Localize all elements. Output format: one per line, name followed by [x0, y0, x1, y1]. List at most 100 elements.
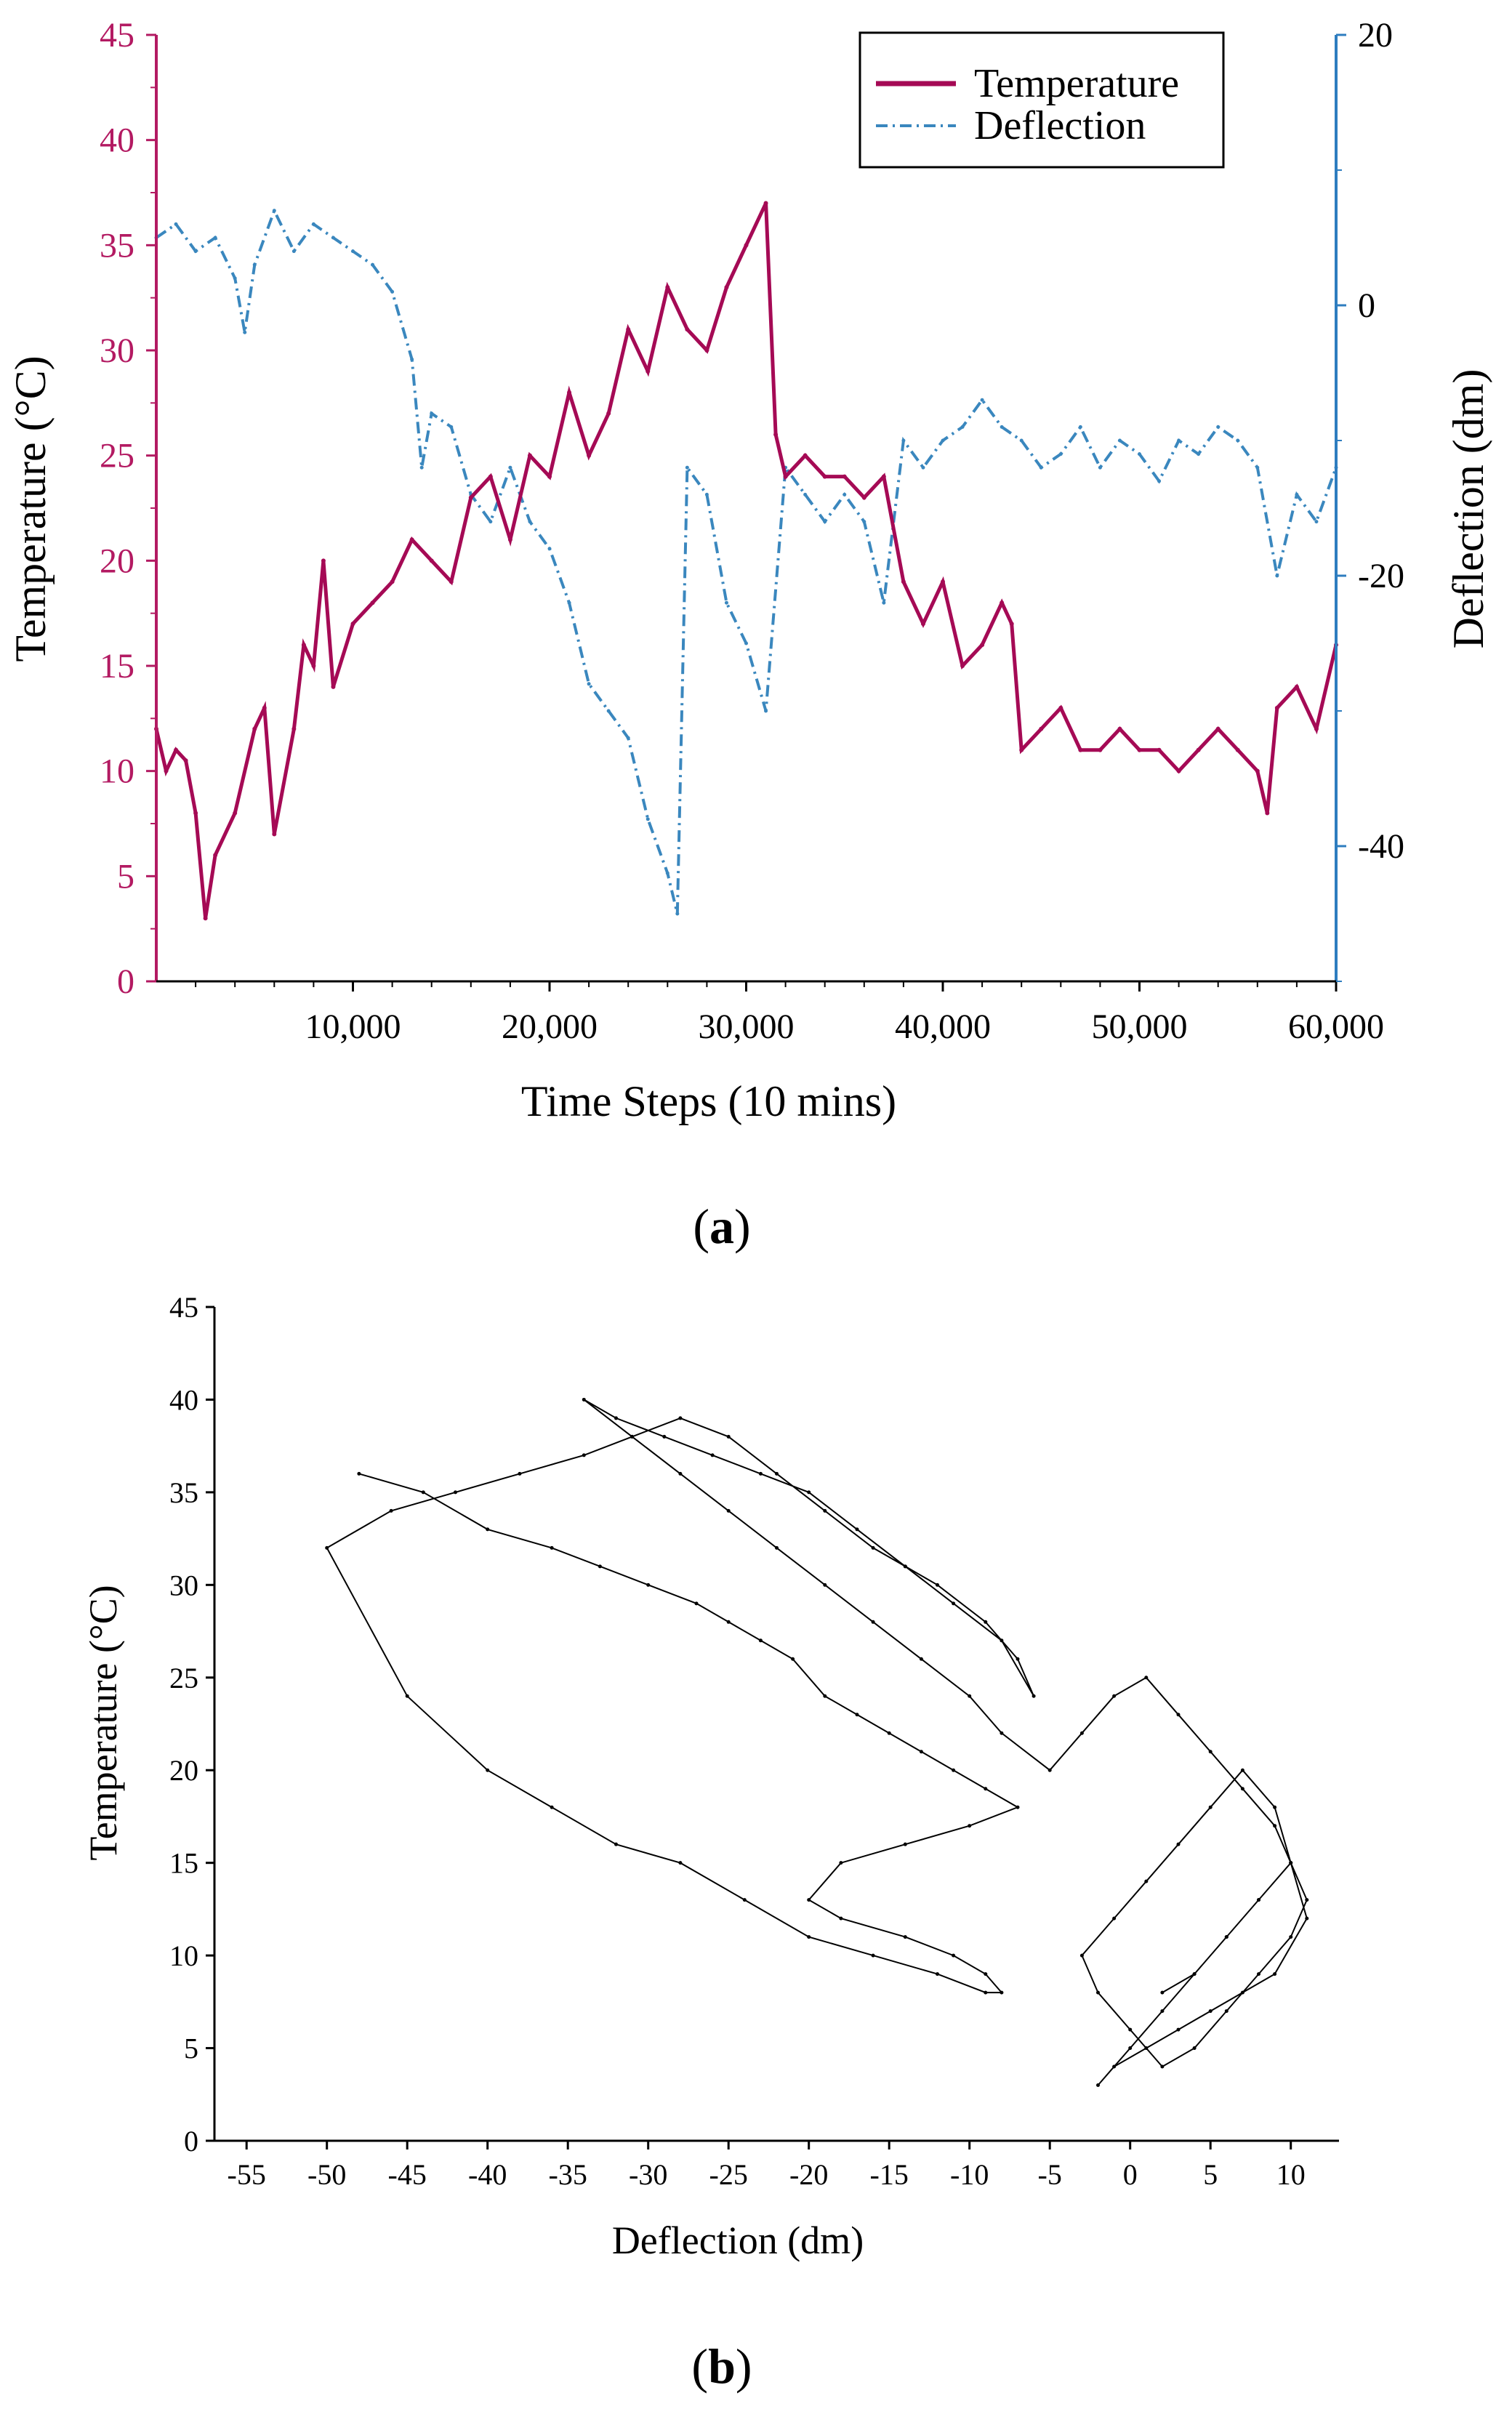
- hysteresis-point: [1224, 1935, 1228, 1939]
- temperature-point: [606, 411, 611, 416]
- hysteresis-point: [1305, 1916, 1309, 1921]
- deflection-point: [1236, 438, 1240, 443]
- temperature-point: [1000, 600, 1005, 606]
- panel-a-chart: 10,000 20,000 30,000 40,000 50,000 60,000 0 5 1…: [7, 16, 1492, 1254]
- hysteresis-point: [1128, 2046, 1133, 2051]
- temperature-point: [203, 916, 208, 921]
- y-tick-label: 30: [169, 1569, 198, 1601]
- hysteresis-point: [614, 1842, 618, 1846]
- deflection-point: [1216, 425, 1221, 429]
- temperature-point: [1265, 811, 1270, 816]
- hysteresis-point: [630, 1434, 635, 1439]
- panel-a-y-ticks: 0 5 10 15 20 25 30 35 40 45: [100, 16, 156, 1001]
- panel-a-legend: Temperature Deflection: [858, 31, 1225, 169]
- x-tick-label: -35: [549, 2158, 587, 2191]
- x-tick-label: -55: [228, 2158, 266, 2191]
- y2-tick-label: -40: [1358, 827, 1404, 866]
- temperature-point: [960, 664, 965, 668]
- panel-a-x-axis-label: Time Steps (10 mins): [521, 1077, 896, 1125]
- temperature-point: [262, 705, 267, 710]
- hysteresis-point: [389, 1508, 393, 1513]
- hysteresis-point: [758, 1638, 763, 1643]
- hysteresis-point: [1273, 1805, 1277, 1809]
- x-tick-label: -25: [709, 2158, 748, 2191]
- hysteresis-point: [968, 1824, 972, 1828]
- hysteresis-point: [758, 1471, 763, 1476]
- temperature-point: [449, 579, 454, 584]
- deflection-point: [1255, 465, 1260, 470]
- deflection-point: [646, 817, 650, 821]
- x-tick-label: 40,000: [895, 1008, 991, 1046]
- hysteresis-point: [1176, 2027, 1181, 2032]
- hysteresis-point: [1112, 2064, 1117, 2069]
- deflection-point: [1058, 452, 1063, 457]
- hysteresis-point: [839, 1861, 843, 1865]
- deflection-point: [193, 249, 198, 254]
- hysteresis-point: [1273, 1972, 1277, 1976]
- temperature-point: [321, 558, 326, 563]
- hysteresis-series-line: [326, 1399, 1308, 2086]
- hysteresis-point: [1016, 1805, 1020, 1809]
- hysteresis-point: [807, 1490, 811, 1495]
- temperature-point: [665, 285, 670, 290]
- deflection-point: [803, 492, 808, 496]
- hysteresis-point: [454, 1490, 457, 1495]
- deflection-point: [882, 600, 886, 605]
- temperature-point: [744, 243, 749, 248]
- legend-box: [858, 31, 1225, 169]
- temperature-point: [1157, 747, 1162, 752]
- hysteresis-point: [1208, 2009, 1213, 2014]
- y-tick-label: 45: [169, 1291, 198, 1324]
- hysteresis-point: [855, 1713, 859, 1717]
- hysteresis-point: [936, 1582, 939, 1587]
- deflection-point: [174, 222, 178, 226]
- panel-b-y-ticks: 0 5 10 15 20 25 30 35 40 45: [169, 1291, 214, 2157]
- hysteresis-point: [614, 1416, 618, 1420]
- deflection-point: [449, 425, 454, 429]
- hysteresis-point: [1079, 1731, 1084, 1735]
- temperature-point: [370, 600, 375, 606]
- deflection-point: [980, 398, 984, 402]
- hysteresis-point: [1305, 1898, 1309, 1902]
- x-tick-label: 60,000: [1288, 1008, 1384, 1046]
- hysteresis-point: [1016, 1657, 1020, 1661]
- hysteresis-point: [1096, 1990, 1100, 1995]
- temperature-point: [587, 453, 592, 458]
- hysteresis-point: [1160, 1990, 1165, 1995]
- deflection-point: [1275, 574, 1279, 578]
- temperature-point: [409, 537, 414, 542]
- y-tick-label: 30: [100, 331, 134, 370]
- y-tick-label: 40: [100, 121, 134, 160]
- hysteresis-point: [325, 1545, 329, 1550]
- panel-a-caption: (a): [693, 1199, 750, 1254]
- temperature-point: [507, 537, 512, 542]
- hysteresis-point: [855, 1527, 859, 1532]
- hysteresis-point: [887, 1731, 891, 1735]
- hysteresis-point: [1144, 1676, 1149, 1680]
- deflection-point: [213, 236, 217, 240]
- deflection-point: [1314, 520, 1319, 524]
- hysteresis-point: [823, 1694, 827, 1698]
- hysteresis-point: [1047, 1768, 1052, 1772]
- hysteresis-point: [919, 1657, 923, 1661]
- temperature-point: [1078, 747, 1083, 752]
- deflection-point: [291, 249, 296, 254]
- temperature-point: [901, 579, 906, 584]
- temperature-point: [724, 285, 729, 290]
- deflection-point: [311, 222, 315, 226]
- hysteresis-point: [421, 1490, 425, 1495]
- hysteresis-point: [582, 1453, 586, 1457]
- hysteresis-point: [968, 1694, 972, 1698]
- temperature-point: [1274, 705, 1279, 710]
- hysteresis-point: [678, 1861, 683, 1865]
- deflection-point: [862, 520, 866, 524]
- deflection-point: [1000, 425, 1004, 429]
- deflection-point: [331, 236, 335, 240]
- deflection-point: [1098, 465, 1102, 470]
- y-tick-label: 35: [169, 1476, 198, 1509]
- temperature-point: [164, 768, 169, 773]
- hysteresis-point: [1000, 1990, 1004, 1995]
- deflection-point: [272, 209, 276, 213]
- y2-tick-label: -20: [1358, 557, 1404, 595]
